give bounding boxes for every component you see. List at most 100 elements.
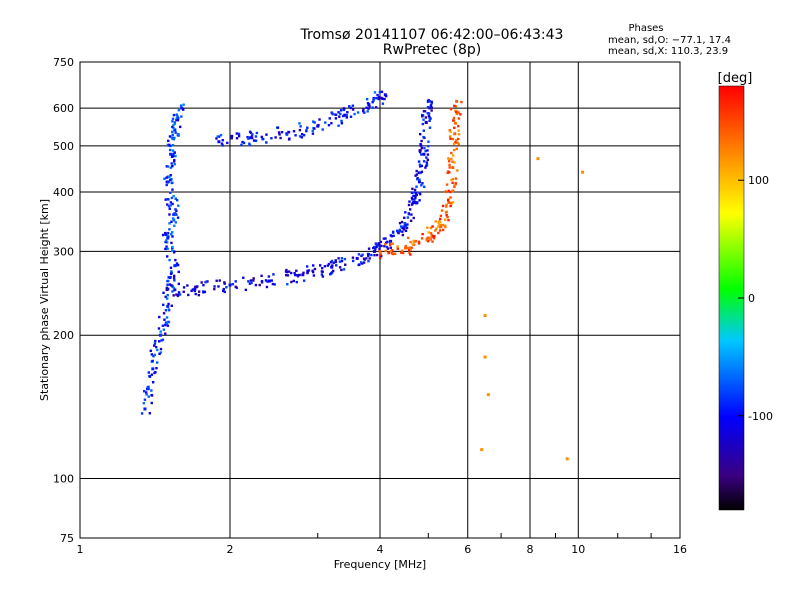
- data-point: [302, 271, 305, 275]
- data-point: [271, 282, 275, 286]
- data-point: [324, 121, 327, 124]
- data-point: [173, 288, 177, 291]
- data-point: [167, 180, 170, 184]
- data-point: [397, 231, 400, 235]
- data-point: [451, 137, 455, 141]
- data-point: [150, 401, 153, 405]
- data-point: [234, 285, 237, 289]
- data-point: [158, 315, 161, 319]
- data-point: [171, 130, 174, 134]
- data-point: [153, 344, 156, 347]
- data-point: [161, 233, 165, 237]
- data-point: [330, 259, 334, 263]
- y-tick-label: 400: [53, 186, 74, 199]
- data-point: [365, 106, 368, 109]
- data-point: [213, 285, 216, 288]
- data-point: [170, 231, 174, 234]
- data-point: [427, 231, 430, 234]
- series-x-trace: [378, 99, 463, 260]
- data-point: [340, 259, 344, 263]
- data-point: [174, 264, 178, 267]
- data-point: [340, 268, 343, 272]
- data-point: [146, 386, 149, 389]
- data-point: [298, 273, 301, 277]
- data-point: [398, 228, 402, 232]
- data-point: [173, 136, 176, 140]
- data-point: [175, 262, 179, 265]
- data-point: [285, 270, 289, 274]
- data-point: [248, 282, 252, 285]
- data-point: [261, 137, 264, 141]
- data-point: [170, 162, 173, 165]
- data-point: [177, 293, 180, 297]
- data-point: [168, 143, 171, 147]
- data-point: [174, 197, 177, 200]
- data-point: [451, 154, 455, 157]
- data-point: [425, 156, 428, 159]
- data-point: [446, 171, 449, 175]
- data-point: [365, 98, 369, 101]
- data-point: [154, 370, 157, 374]
- data-point: [293, 273, 297, 277]
- data-point: [331, 269, 335, 273]
- data-point: [164, 323, 167, 327]
- data-point: [175, 209, 178, 212]
- data-point: [415, 169, 418, 173]
- data-point: [441, 204, 445, 208]
- data-point: [172, 294, 175, 297]
- data-point: [306, 271, 309, 275]
- data-point: [168, 276, 172, 280]
- data-point: [159, 351, 163, 354]
- data-point: [408, 208, 412, 211]
- x-tick-label: 8: [527, 543, 534, 556]
- data-point: [229, 284, 232, 287]
- data-point: [404, 244, 408, 248]
- data-point: [171, 217, 175, 220]
- data-point: [170, 233, 173, 236]
- data-point: [248, 142, 251, 145]
- data-point: [422, 135, 425, 139]
- data-point: [295, 280, 299, 284]
- data-point: [305, 265, 309, 268]
- data-point: [399, 225, 403, 228]
- data-point: [454, 105, 458, 108]
- data-point: [420, 153, 423, 156]
- data-point: [410, 213, 413, 216]
- data-point: [241, 140, 244, 144]
- data-point: [159, 347, 163, 351]
- data-point: [182, 286, 186, 289]
- data-point: [289, 271, 293, 275]
- data-point: [296, 273, 299, 277]
- data-point: [175, 293, 178, 296]
- data-point: [425, 121, 428, 125]
- data-point: [370, 253, 373, 257]
- data-point: [414, 174, 417, 177]
- data-point: [165, 286, 169, 290]
- data-point: [242, 141, 246, 145]
- data-point: [215, 279, 218, 282]
- data-point: [252, 279, 255, 282]
- y-tick-label: 500: [53, 140, 74, 153]
- data-point: [150, 373, 154, 376]
- data-point: [231, 282, 235, 286]
- data-point: [311, 132, 315, 135]
- data-point: [305, 129, 308, 133]
- data-point: [384, 249, 387, 253]
- data-point: [456, 141, 459, 145]
- data-point: [419, 142, 422, 146]
- data-point: [389, 242, 392, 245]
- data-point: [426, 112, 429, 115]
- data-point: [339, 109, 343, 112]
- data-point: [365, 257, 368, 260]
- data-point: [252, 139, 256, 142]
- data-point: [342, 107, 346, 110]
- data-point: [169, 152, 173, 156]
- data-point: [421, 232, 424, 236]
- data-point: [448, 166, 451, 169]
- data-point: [265, 285, 269, 289]
- data-point: [160, 339, 163, 342]
- data-point: [162, 312, 166, 315]
- data-point: [426, 226, 429, 229]
- data-point: [445, 183, 449, 186]
- data-point: [368, 257, 371, 260]
